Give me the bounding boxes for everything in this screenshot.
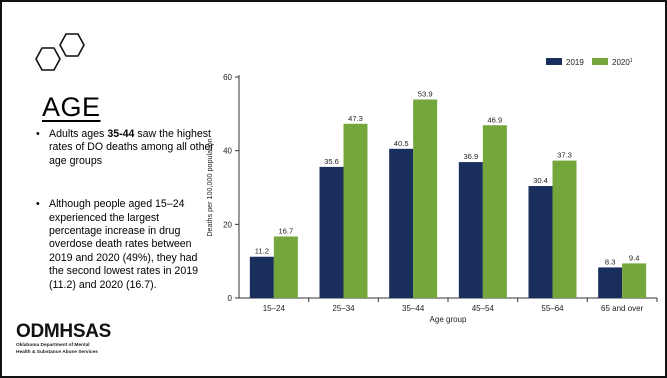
y-tick-label: 20 bbox=[223, 220, 232, 229]
bar-2019 bbox=[389, 148, 414, 298]
hexagons-icon bbox=[35, 33, 85, 71]
x-axis-label: Age group bbox=[430, 315, 467, 324]
bar-2019 bbox=[528, 186, 553, 298]
data-label: 40.5 bbox=[394, 139, 409, 148]
legend-label-2020: 20201 bbox=[612, 58, 633, 67]
x-tick-label: 35–44 bbox=[402, 304, 425, 313]
bar-2020 bbox=[552, 160, 577, 298]
brand-subtitle-1: Oklahoma Department of Mental bbox=[16, 343, 90, 348]
x-tick-label: 25–34 bbox=[332, 304, 355, 313]
bar-2020 bbox=[343, 123, 368, 298]
y-tick-label: 60 bbox=[223, 73, 232, 82]
bar-2019 bbox=[319, 166, 344, 298]
bullet-1: Adults ages 35-44 saw the highest rates … bbox=[36, 128, 214, 168]
y-axis-label: Deaths per 100,000 population bbox=[205, 138, 214, 236]
bar-2019 bbox=[458, 162, 483, 298]
bar-2020 bbox=[482, 125, 507, 298]
data-label: 11.2 bbox=[255, 247, 269, 256]
brand-logo: ODMHSAS Oklahoma Department of Mental He… bbox=[16, 322, 136, 355]
data-label: 8.3 bbox=[605, 257, 616, 266]
x-tick-label: 65 and over bbox=[601, 304, 644, 313]
brand-name: ODMHSAS bbox=[16, 321, 112, 342]
data-label: 9.4 bbox=[629, 253, 640, 262]
data-label: 30.4 bbox=[533, 176, 548, 185]
legend-swatch-2019 bbox=[546, 58, 562, 65]
x-tick-label: 15–24 bbox=[263, 304, 286, 313]
chart-svg: 0 20 40 60 Deaths per 100,000 population 15–2… bbox=[205, 58, 658, 324]
legend-footnote-mark: 1 bbox=[630, 58, 633, 64]
legend-swatch-2020 bbox=[592, 58, 608, 65]
bar-2019 bbox=[249, 256, 274, 298]
y-tick-label: 0 bbox=[228, 294, 233, 303]
bullet-list: Adults ages 35-44 saw the highest rates … bbox=[36, 128, 214, 292]
bar-2020 bbox=[413, 99, 438, 298]
data-label: 35.6 bbox=[324, 157, 339, 166]
bar-2020 bbox=[622, 263, 647, 298]
data-label: 16.7 bbox=[278, 226, 293, 235]
data-label: 46.9 bbox=[487, 115, 502, 124]
y-tick-label: 40 bbox=[223, 147, 232, 156]
brand-subtitle-2: Health & Substance Abuse Services bbox=[16, 349, 98, 355]
data-label: 36.9 bbox=[463, 152, 478, 161]
data-label: 47.3 bbox=[348, 114, 363, 123]
bullet-1-highlight: 35-44 bbox=[107, 128, 135, 140]
x-tick-label: 45–54 bbox=[472, 304, 495, 313]
legend-label-2019: 2019 bbox=[566, 58, 584, 67]
bullet-2: Although people aged 15–24 experienced t… bbox=[36, 198, 214, 292]
bar-2019 bbox=[598, 267, 623, 298]
data-label: 37.3 bbox=[557, 151, 572, 160]
x-tick-label: 55–64 bbox=[541, 304, 564, 313]
bar-chart: 0 20 40 60 Deaths per 100,000 population 15–2… bbox=[202, 40, 662, 340]
slide-title: AGE bbox=[42, 92, 101, 122]
bar-2020 bbox=[273, 236, 298, 298]
data-label: 53.9 bbox=[418, 89, 433, 98]
